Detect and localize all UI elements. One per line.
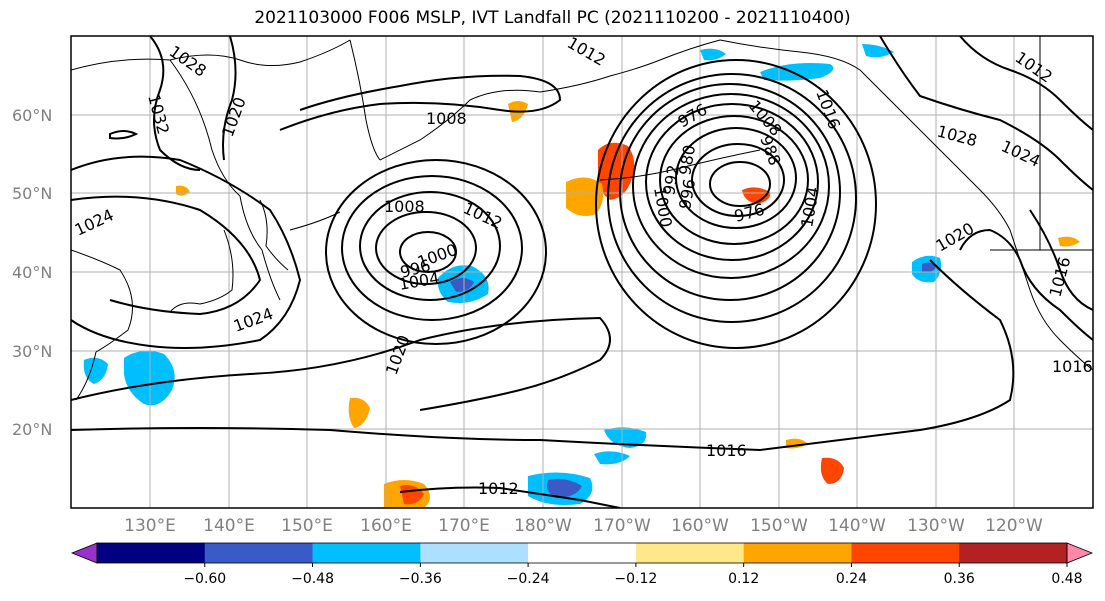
lon-label: 140°E — [203, 516, 255, 536]
lon-label: 120°W — [985, 516, 1043, 536]
map-frame — [70, 35, 1094, 509]
lon-label: 170°E — [438, 516, 490, 536]
latitude-labels: 60°N 50°N 40°N 30°N 20°N — [12, 106, 52, 439]
colorbar-frame — [96, 542, 1068, 564]
lon-label: 140°W — [828, 516, 886, 536]
colorbar-bin — [420, 543, 529, 563]
colorbar-bin — [743, 543, 852, 563]
colorbar-bin — [204, 543, 314, 563]
lon-label: 170°W — [593, 516, 651, 536]
map-area: 1028 1032 1020 1024 1024 1008 1008 1012 … — [71, 36, 1093, 508]
colorbar-tick-label: 0.36 — [944, 571, 975, 587]
colorbar: −0.60 −0.48 −0.36 −0.24 −0.12 0.12 0.24 0.36 0.4… — [70, 542, 1094, 587]
colorbar-extend-min — [70, 542, 98, 564]
coastlines — [71, 36, 1093, 401]
colorbar-extend-max — [1066, 542, 1094, 564]
isobar-label: 1008 — [384, 197, 425, 216]
map-title: 2021103000 F006 MSLP, IVT Landfall PC (2… — [254, 8, 851, 28]
lat-label: 40°N — [12, 263, 52, 282]
graticule — [71, 36, 1093, 508]
isobar-label: 1016 — [1052, 357, 1093, 376]
colorbar-tick-label: −0.60 — [183, 571, 226, 587]
colorbar-tick-label: −0.48 — [291, 571, 334, 587]
lon-label: 150°W — [750, 516, 808, 536]
lat-label: 60°N — [12, 106, 52, 125]
lon-label: 150°E — [281, 516, 333, 536]
colorbar-bin — [528, 543, 637, 563]
colorbar-bin — [959, 543, 1068, 563]
lon-label: 130°W — [907, 516, 965, 536]
lon-label: 180°W — [514, 516, 572, 536]
lat-label: 30°N — [12, 342, 52, 361]
colorbar-tick-label: −0.36 — [399, 571, 442, 587]
ivt-shading — [83, 44, 1080, 508]
lat-label: 20°N — [12, 420, 52, 439]
colorbar-tick-label: −0.12 — [614, 571, 657, 587]
lat-label: 50°N — [12, 184, 52, 203]
isobar-label: 1008 — [426, 109, 467, 128]
colorbar-tick-label: 0.48 — [1051, 571, 1082, 587]
longitude-labels: 130°E 140°E 150°E 160°E 170°E 180°W 170°… — [124, 516, 1043, 536]
colorbar-bin — [312, 543, 421, 563]
colorbar-bin — [635, 543, 745, 563]
isobar-label: 1016 — [706, 441, 747, 460]
isobars — [71, 36, 1093, 508]
colorbar-tick-label: −0.24 — [507, 571, 550, 587]
lon-label: 160°E — [360, 516, 412, 536]
colorbar-tick-label: 0.24 — [836, 571, 867, 587]
lon-label: 130°E — [124, 516, 176, 536]
colorbar-bin — [851, 543, 960, 563]
lon-label: 160°W — [671, 516, 729, 536]
isobar-label: 1012 — [478, 479, 519, 498]
colorbar-tick-label: 0.12 — [728, 571, 759, 587]
colorbar-bin — [97, 543, 206, 563]
